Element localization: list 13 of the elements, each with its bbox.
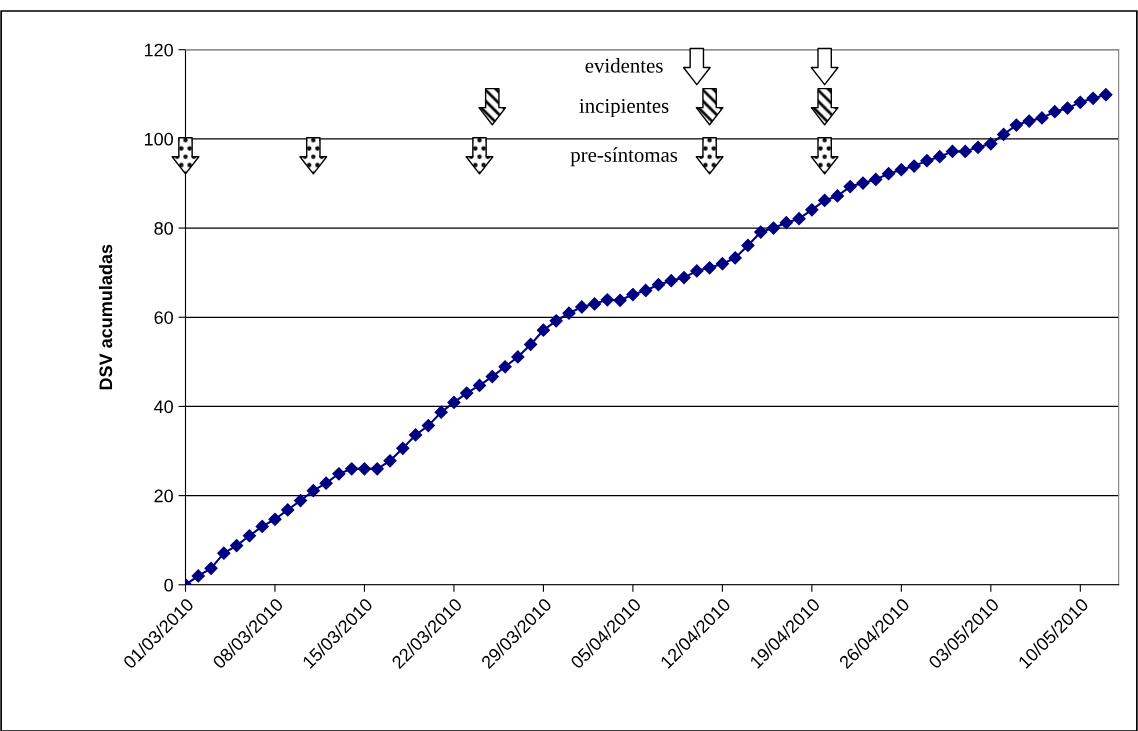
y-tick-label: 0 (164, 578, 173, 592)
y-tick-label: 80 (154, 222, 173, 235)
series-label: evidentes (585, 58, 663, 73)
point (810, 47, 839, 86)
series-label: pre-síntomas (570, 147, 678, 167)
y-tick-label: 20 (154, 489, 173, 503)
y-axis-title: DSV acumuladas (98, 244, 113, 390)
series-label: incipientes (579, 98, 669, 118)
y-tick-label: 60 (154, 311, 173, 324)
y-tick-label: 40 (154, 400, 173, 414)
point (682, 47, 711, 86)
y-tick-label: 120 (144, 43, 173, 57)
y-tick-label: 100 (144, 132, 173, 146)
